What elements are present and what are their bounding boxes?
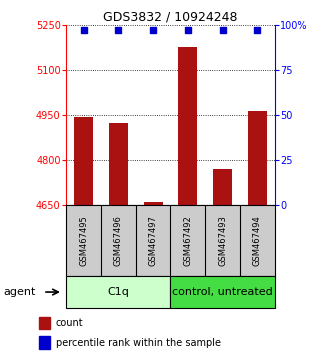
Bar — [144, 202, 163, 205]
Bar — [39, 316, 50, 329]
Text: GSM467497: GSM467497 — [149, 215, 158, 266]
Text: GSM467494: GSM467494 — [253, 215, 262, 266]
Text: GSM467493: GSM467493 — [218, 215, 227, 266]
Text: percentile rank within the sample: percentile rank within the sample — [56, 337, 220, 348]
Text: count: count — [56, 318, 83, 328]
Bar — [248, 110, 267, 205]
FancyBboxPatch shape — [170, 276, 275, 308]
Title: GDS3832 / 10924248: GDS3832 / 10924248 — [103, 11, 238, 24]
Text: GSM467496: GSM467496 — [114, 215, 123, 266]
Text: agent: agent — [3, 287, 36, 297]
Text: GSM467492: GSM467492 — [183, 215, 192, 266]
FancyBboxPatch shape — [66, 276, 170, 308]
Bar — [213, 169, 232, 205]
Text: GSM467495: GSM467495 — [79, 215, 88, 266]
Bar — [109, 122, 128, 205]
Text: C1q: C1q — [107, 287, 129, 297]
Bar — [39, 336, 50, 349]
Bar — [74, 116, 93, 205]
Bar — [178, 47, 197, 205]
Text: control, untreated: control, untreated — [172, 287, 273, 297]
